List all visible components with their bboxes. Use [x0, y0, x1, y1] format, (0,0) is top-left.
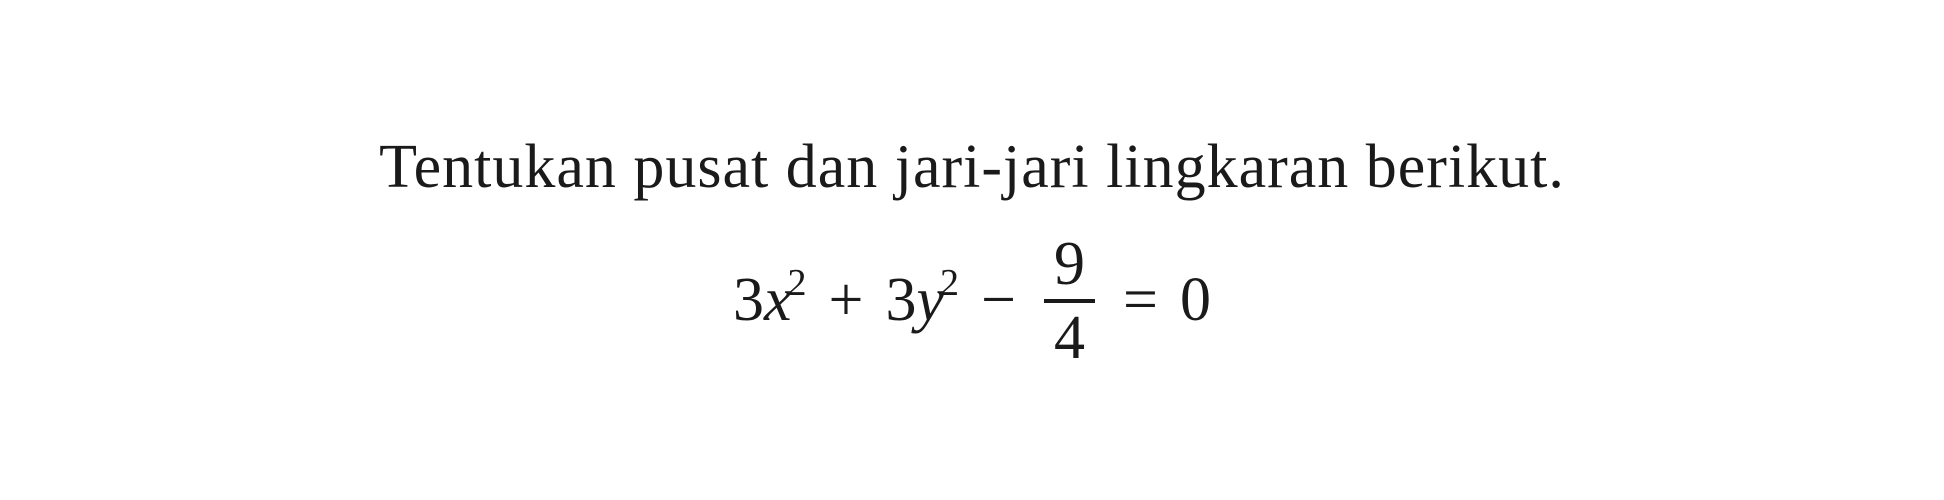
- fraction-denominator: 4: [1044, 303, 1095, 369]
- term-3x2: 3x2: [733, 265, 807, 336]
- plus-operator: +: [829, 265, 864, 336]
- fraction-9-4: 9 4: [1044, 233, 1095, 369]
- equals-operator: =: [1123, 265, 1158, 336]
- exp-2: 2: [940, 261, 959, 305]
- rhs-zero: 0: [1180, 265, 1211, 336]
- coef-2: 3: [886, 265, 917, 336]
- fraction-numerator: 9: [1044, 233, 1095, 299]
- instruction-text: Tentukan pusat dan jari-jari lingkaran b…: [379, 132, 1565, 203]
- exp-1: 2: [788, 261, 807, 305]
- coef-1: 3: [733, 265, 764, 336]
- term-3y2: 3y2: [886, 265, 960, 336]
- equation: 3x2 + 3y2 − 9 4 = 0: [733, 233, 1211, 369]
- minus-operator: −: [981, 265, 1016, 336]
